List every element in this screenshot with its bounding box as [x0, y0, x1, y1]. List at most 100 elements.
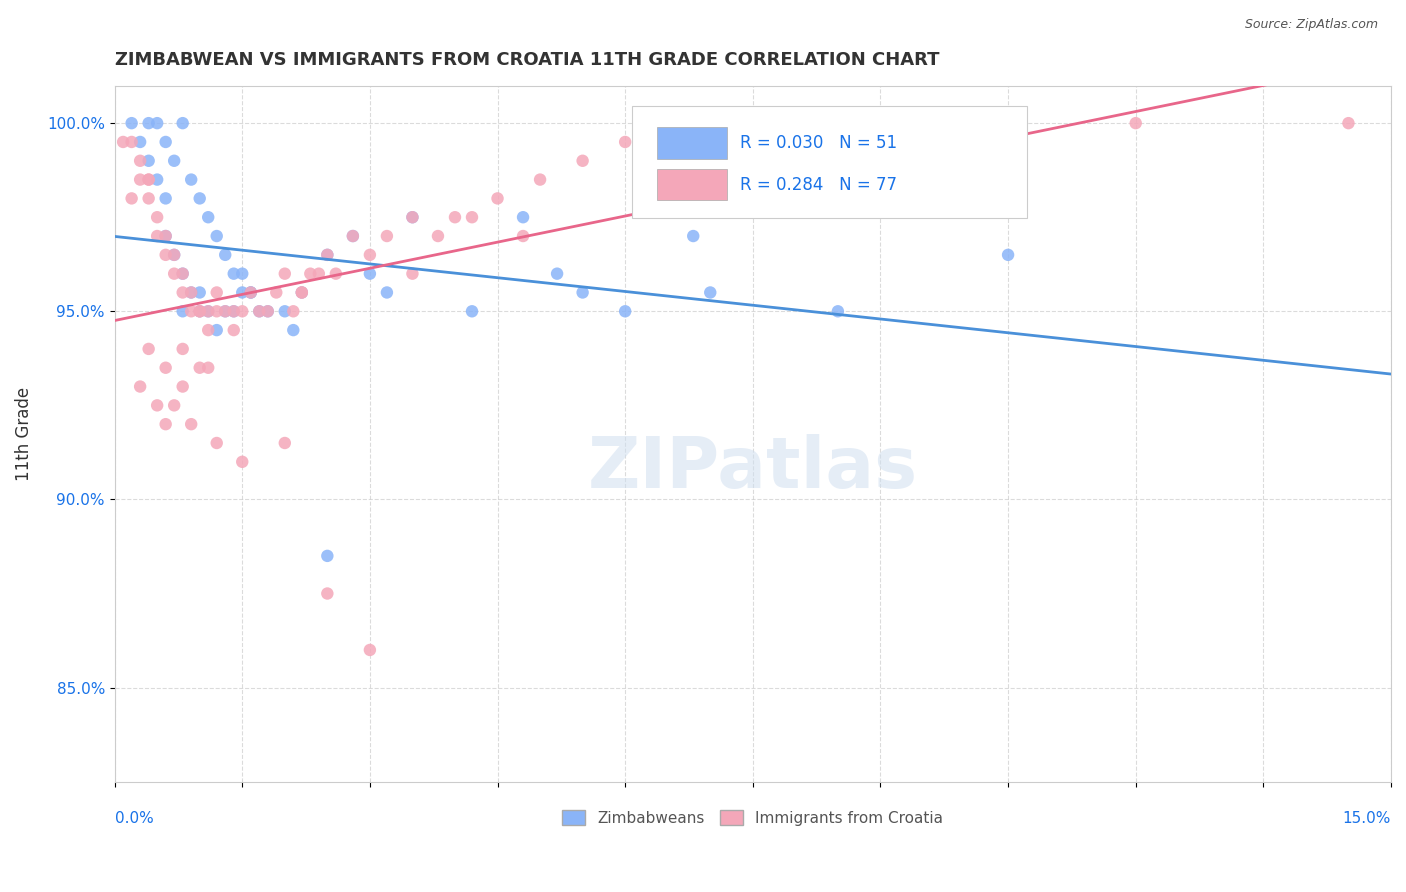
- Point: [308, 267, 330, 281]
- Point: [138, 153, 160, 168]
- Point: [129, 135, 152, 149]
- Point: [997, 116, 1019, 130]
- Point: [699, 285, 721, 300]
- Text: Source: ZipAtlas.com: Source: ZipAtlas.com: [1244, 18, 1378, 31]
- Point: [180, 417, 202, 432]
- Point: [138, 342, 160, 356]
- Point: [197, 211, 219, 225]
- Point: [359, 267, 381, 281]
- Point: [222, 323, 245, 337]
- Point: [197, 304, 219, 318]
- Point: [827, 304, 849, 318]
- Point: [283, 323, 305, 337]
- Point: [180, 304, 202, 318]
- Point: [188, 304, 211, 318]
- Point: [172, 342, 194, 356]
- FancyBboxPatch shape: [657, 169, 727, 201]
- Point: [129, 379, 152, 393]
- FancyBboxPatch shape: [631, 106, 1028, 218]
- Point: [222, 304, 245, 318]
- Point: [401, 211, 423, 225]
- Point: [214, 304, 236, 318]
- Point: [155, 229, 177, 244]
- Point: [129, 153, 152, 168]
- Point: [614, 304, 637, 318]
- Point: [247, 304, 270, 318]
- Point: [188, 360, 211, 375]
- Point: [138, 116, 160, 130]
- Point: [444, 211, 467, 225]
- Point: [231, 304, 253, 318]
- Point: [188, 285, 211, 300]
- Point: [138, 191, 160, 205]
- Point: [146, 211, 169, 225]
- Point: [146, 398, 169, 412]
- Point: [129, 172, 152, 186]
- FancyBboxPatch shape: [657, 128, 727, 159]
- Point: [155, 248, 177, 262]
- Point: [205, 323, 228, 337]
- Point: [1125, 116, 1147, 130]
- Point: [172, 285, 194, 300]
- Point: [155, 135, 177, 149]
- Text: 15.0%: 15.0%: [1343, 812, 1391, 826]
- Point: [146, 229, 169, 244]
- Point: [163, 153, 186, 168]
- Text: ZIPatlas: ZIPatlas: [588, 434, 918, 503]
- Y-axis label: 11th Grade: 11th Grade: [15, 386, 32, 481]
- Point: [266, 285, 288, 300]
- Point: [512, 211, 534, 225]
- Point: [571, 285, 593, 300]
- Point: [239, 285, 262, 300]
- Point: [163, 398, 186, 412]
- Point: [325, 267, 347, 281]
- Point: [283, 304, 305, 318]
- Point: [180, 285, 202, 300]
- Point: [316, 549, 339, 563]
- Point: [197, 304, 219, 318]
- Point: [316, 586, 339, 600]
- Point: [231, 455, 253, 469]
- Point: [172, 379, 194, 393]
- Point: [146, 116, 169, 130]
- Point: [180, 285, 202, 300]
- Point: [121, 135, 143, 149]
- Point: [239, 285, 262, 300]
- Point: [163, 267, 186, 281]
- Point: [172, 304, 194, 318]
- Point: [155, 229, 177, 244]
- Point: [155, 360, 177, 375]
- Point: [121, 191, 143, 205]
- Point: [163, 248, 186, 262]
- Point: [121, 116, 143, 130]
- Point: [256, 304, 278, 318]
- Point: [546, 267, 568, 281]
- Point: [614, 135, 637, 149]
- Point: [375, 285, 398, 300]
- Point: [214, 248, 236, 262]
- Point: [231, 267, 253, 281]
- Point: [316, 248, 339, 262]
- Point: [801, 135, 824, 149]
- Point: [274, 436, 297, 450]
- Point: [1337, 116, 1360, 130]
- Point: [299, 267, 322, 281]
- Point: [682, 229, 704, 244]
- Point: [375, 229, 398, 244]
- Point: [461, 304, 484, 318]
- Point: [741, 116, 763, 130]
- Point: [342, 229, 364, 244]
- Point: [512, 229, 534, 244]
- Text: R = 0.030   N = 51: R = 0.030 N = 51: [740, 135, 897, 153]
- Point: [188, 304, 211, 318]
- Point: [146, 172, 169, 186]
- Point: [911, 116, 934, 130]
- Point: [247, 304, 270, 318]
- Point: [291, 285, 314, 300]
- Point: [188, 304, 211, 318]
- Point: [222, 304, 245, 318]
- Point: [172, 267, 194, 281]
- Point: [231, 285, 253, 300]
- Text: 0.0%: 0.0%: [115, 812, 153, 826]
- Point: [188, 191, 211, 205]
